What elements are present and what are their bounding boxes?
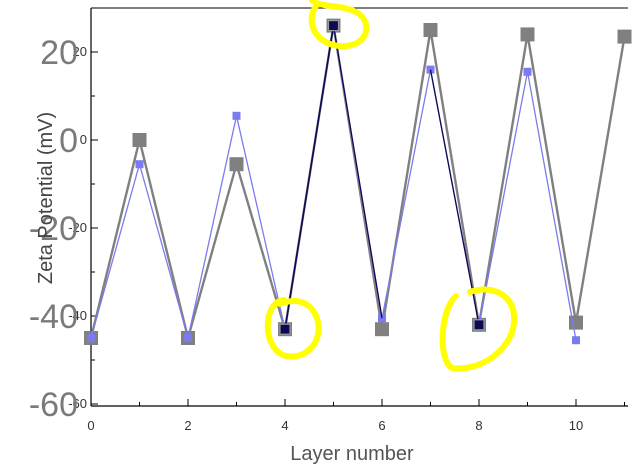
data-point <box>569 315 583 330</box>
series-line <box>89 25 626 343</box>
data-point <box>423 23 438 37</box>
annotation-layer <box>264 0 518 372</box>
x-tick-label: 4 <box>281 418 288 433</box>
highlight-circle <box>439 286 518 372</box>
overlay-y-tick-label: 0 <box>59 122 78 160</box>
overlay-y-tick-label: -20 <box>29 210 78 248</box>
highlight-segment <box>332 25 383 319</box>
data-point <box>473 319 485 331</box>
y-tick-label: 0 <box>80 132 87 147</box>
data-point <box>229 157 244 172</box>
y-tick-label: -20 <box>68 220 87 235</box>
x-tick-label: 0 <box>87 418 94 433</box>
data-point <box>520 27 535 42</box>
data-point <box>572 336 580 345</box>
y-tick-label: -60 <box>68 396 87 411</box>
x-tick-label: 8 <box>475 418 482 433</box>
highlight-circle <box>308 0 370 50</box>
series-layer <box>84 18 632 345</box>
data-point <box>132 133 147 147</box>
data-point <box>135 160 144 169</box>
data-point <box>232 111 241 120</box>
highlight-segment <box>429 69 480 325</box>
data-point <box>279 323 291 335</box>
overlay-y-tick-label: 20 <box>40 34 78 72</box>
y-tick-label: -40 <box>68 308 87 323</box>
highlight-segment <box>284 25 335 330</box>
data-point <box>375 322 389 337</box>
y-axis-label: Zeta Potential (mV) <box>35 112 57 284</box>
data-point <box>184 334 192 342</box>
data-point <box>523 67 532 76</box>
overlay-y-tick-label: -60 <box>29 386 78 424</box>
data-point <box>617 29 632 44</box>
y-tick-label: 20 <box>73 44 87 59</box>
x-axis-label: Layer number <box>290 443 414 465</box>
data-point <box>87 334 95 342</box>
x-tick-label: 10 <box>569 418 583 433</box>
axes-layer: 0 2 4 6 8 10 20 0 -20 -40 -60 20 0 -20 -40 -60 <box>29 7 628 433</box>
x-tick-label: 6 <box>378 418 385 433</box>
highlight-circle <box>264 297 322 360</box>
overlay-y-tick-label: -40 <box>29 298 78 336</box>
x-tick-label: 2 <box>184 418 191 433</box>
data-point <box>327 20 340 32</box>
